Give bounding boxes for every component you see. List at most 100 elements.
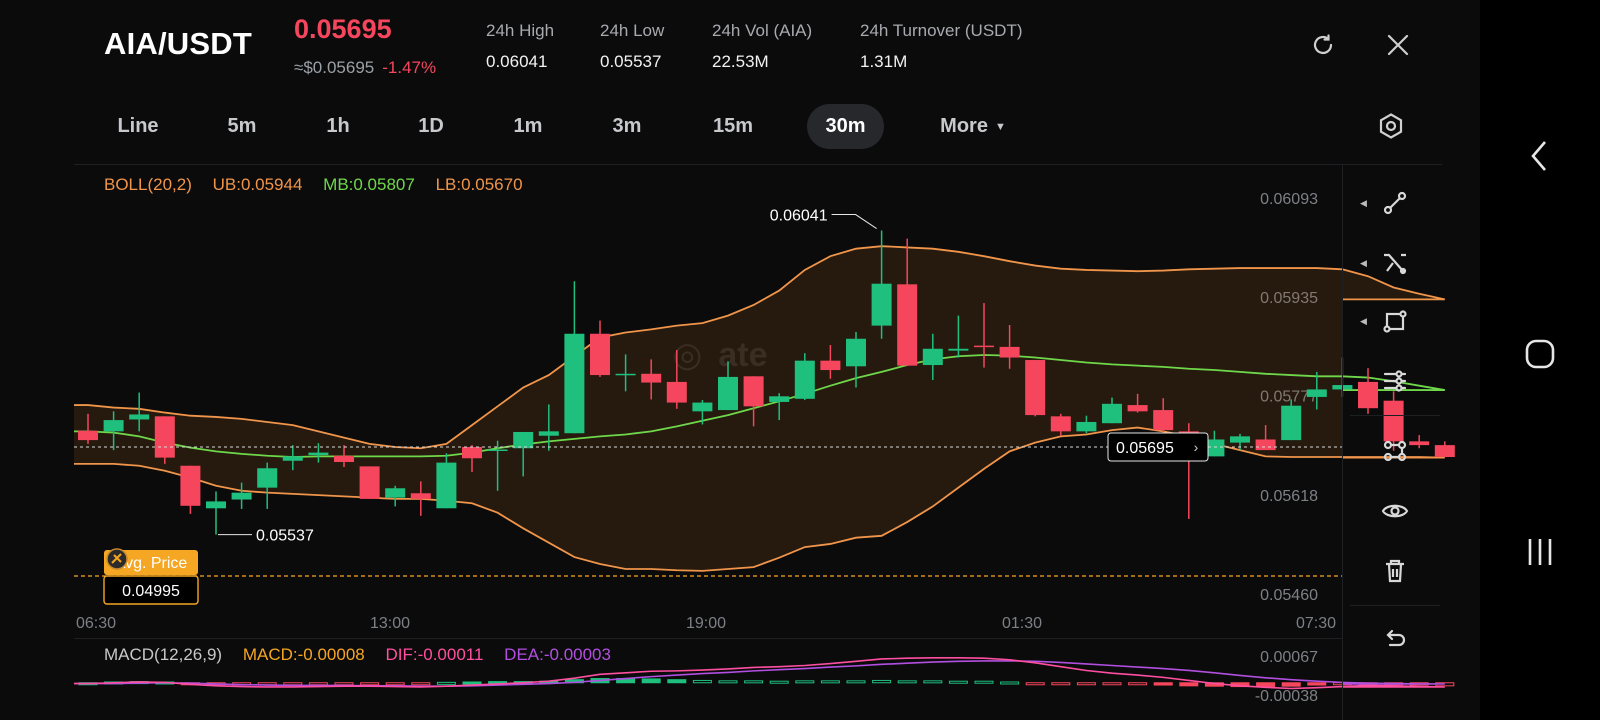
candle-body (1281, 405, 1302, 441)
macd-histogram-bar (1153, 682, 1173, 686)
candle-body (590, 333, 610, 376)
candle-body (1025, 360, 1046, 416)
tool-ray[interactable]: ◀ (1350, 238, 1440, 288)
tab-1h[interactable]: 1h (326, 115, 350, 137)
expand-arrow-icon: ◀ (1360, 257, 1367, 268)
macd-histogram-bar (1281, 682, 1301, 687)
stat-volume: 24h Vol (AIA) 22.53M (712, 21, 812, 72)
fiat-price-row: ≈$0.05695 -1.47% (294, 58, 436, 78)
macd-legend: MACD(12,26,9) MACD:-0.00008 DIF:-0.00011… (104, 645, 627, 665)
caret-down-icon: ▼ (994, 120, 1006, 133)
price-change: -1.47% (382, 58, 437, 77)
tab-line[interactable]: Line (117, 115, 159, 137)
settings-hexagon-icon[interactable] (1376, 111, 1406, 141)
x-tick-label: 13:00 (370, 615, 410, 632)
candle-body (897, 284, 918, 366)
tool-shape[interactable]: ◀ (1350, 296, 1440, 346)
candle-body (1230, 436, 1250, 443)
macd-histogram-bar (411, 682, 431, 686)
nav-back-button[interactable] (1480, 126, 1600, 186)
tab-1d[interactable]: 1D (418, 115, 444, 137)
candle-body (462, 446, 482, 459)
nav-home-button[interactable] (1480, 324, 1600, 384)
fiat-price: ≈$0.05695 (294, 58, 375, 77)
macd-histogram-bar (1051, 682, 1071, 686)
close-icon[interactable] (1383, 30, 1413, 60)
candle-body (385, 488, 406, 498)
watermark-logo: ◎ ate (672, 336, 767, 374)
tab-more-label: More (940, 115, 988, 137)
macd-histogram-bar (692, 679, 712, 684)
tool-delete[interactable] (1350, 546, 1440, 596)
nodes-icon (1383, 440, 1407, 462)
tab-30m[interactable]: 30m (807, 104, 884, 149)
chevron-right-icon: › (1194, 439, 1199, 455)
tool-visibility[interactable] (1350, 486, 1440, 536)
avg-price-tag (104, 550, 198, 575)
nav-recents-button[interactable] (1480, 522, 1600, 582)
divider (1342, 164, 1442, 165)
macd-histogram-bar (360, 682, 380, 686)
chevron-left-icon (1531, 141, 1546, 171)
current-price-tag (1107, 432, 1209, 462)
stat-label: 24h Low (600, 21, 665, 40)
last-price: 0.05695 (294, 14, 392, 44)
refresh-icon[interactable] (1308, 30, 1338, 60)
candle-body (1204, 439, 1225, 457)
divider (1350, 415, 1440, 416)
y-tick-label: 0.06093 (1260, 191, 1318, 208)
macd-histogram-bar (1076, 682, 1096, 686)
candle-body (308, 452, 329, 456)
candle-body (846, 338, 866, 367)
stat-value: 1.31M (860, 52, 908, 71)
recents-icon (1528, 539, 1552, 565)
candle-body (718, 376, 738, 411)
macd-histogram-bar (385, 682, 405, 686)
macd-dif-line (74, 657, 1445, 690)
undo-icon (1386, 629, 1406, 647)
stat-label: 24h Vol (AIA) (712, 21, 813, 40)
candle-body (692, 402, 713, 412)
tool-fibonacci[interactable] (1350, 356, 1440, 406)
eye-icon (1381, 504, 1409, 518)
divider (74, 638, 1342, 639)
candle-body (257, 468, 278, 488)
tab-3m[interactable]: 3m (612, 115, 642, 137)
tab-more[interactable]: More ▼ (926, 104, 1020, 149)
candlestick-chart[interactable]: ◎ ate 0.06093 0.05935 0.05777 0.05618 0.0546… (0, 0, 1480, 720)
candle-body (1153, 410, 1174, 431)
stat-value: 22.53M (712, 52, 769, 71)
tab-15m[interactable]: 15m (712, 115, 754, 137)
macd-histogram-bar (283, 682, 303, 686)
y-tick-label: 0.05935 (1260, 290, 1318, 307)
home-square-icon (1525, 339, 1555, 369)
candle-body (641, 373, 662, 383)
stat-value: 0.06041 (486, 52, 548, 71)
macd-dea-line (74, 660, 1445, 688)
candle-body (974, 345, 994, 348)
y-tick-label: 0.05777 (1260, 389, 1318, 406)
macd-histogram-bar (795, 680, 815, 684)
tool-undo[interactable] (1350, 614, 1440, 664)
tool-line-segment[interactable]: ◀ (1350, 178, 1440, 228)
macd-histogram-bar (667, 679, 687, 684)
candle-body (180, 465, 201, 506)
x-tick-label: 01:30 (1002, 615, 1042, 632)
candle-body (615, 373, 636, 376)
macd-histogram-bar (436, 681, 456, 685)
candle-body (871, 283, 892, 326)
tab-5m[interactable]: 5m (227, 115, 257, 137)
macd-histogram-bar (334, 682, 354, 686)
x-tick-label: 06:30 (76, 615, 116, 632)
cross-lines-icon (1384, 253, 1407, 275)
candle-body (820, 360, 841, 371)
tab-1m[interactable]: 1m (513, 115, 543, 137)
y-tick-label: 0.05460 (1260, 587, 1318, 604)
avg-price-value: 0.04995 (122, 583, 180, 600)
macd-histogram-bar (744, 680, 764, 684)
dea-value: DEA:-0.00003 (504, 645, 611, 664)
macd-histogram-bar (462, 681, 482, 685)
boll-ub: UB:0.05944 (212, 175, 303, 194)
tool-indicators[interactable] (1350, 426, 1440, 476)
boll-lower-line (74, 426, 1445, 572)
